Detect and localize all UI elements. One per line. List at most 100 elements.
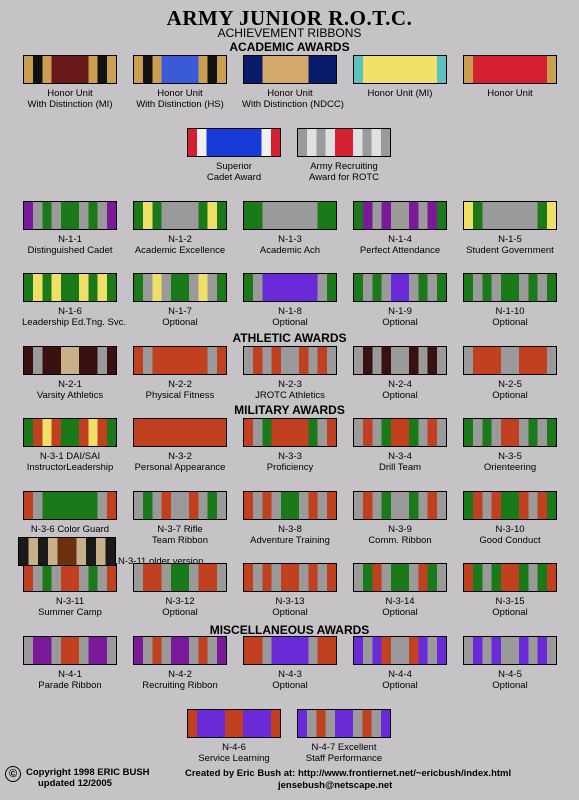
ribbon-caption-line2: Optional [382,680,418,691]
ribbon-n-1-7: N-1-7 Optional [132,273,228,328]
ribbon-n-1-4: N-1-4 Perfect Attendance [352,201,448,256]
ribbon-caption: N-1-3 Academic Ach [242,234,338,256]
section-military-title: MILITARY AWARDS [234,403,345,417]
ribbon-caption-line2: Optional [492,317,528,328]
ribbon-honor-mi-distinction: Honor Unit With Distinction (MI) [22,55,118,110]
ribbon-swatch [353,418,447,447]
ribbon-caption-line2: Optional [272,680,308,691]
ribbon-caption-line1: N-1-9 [388,306,412,317]
ribbon-n-3-11: N-3-11 Summer Camp [22,563,118,618]
ribbon-n-4-6: N-4-6 Service Learning [186,709,282,764]
ribbon-swatch [463,418,557,447]
ribbon-caption-line1: N-3-2 [168,451,192,462]
ribbon-n-3-1: N-3-1 DAI/SAI InstructorLeadership [22,418,118,473]
ribbon-caption-line1: Honor Unit [487,88,533,99]
ribbon-caption-line1: N-1-6 [58,306,82,317]
ribbon-caption-line2: Academic Excellence [134,245,226,256]
ribbon-caption-line2: Optional [492,607,528,618]
ribbon-caption-line2: Optional [492,680,528,691]
ribbon-n-3-13: N-3-13 Optional [242,563,338,618]
ribbon-caption-line2: Physical Fitness [145,390,215,401]
ribbon-n-3-10: N-3-10 Good Conduct [462,491,558,546]
ribbon-n-1-10: N-1-10 Optional [462,273,558,328]
ribbon-swatch [353,563,447,592]
ribbon-swatch [133,563,227,592]
ribbon-caption-line2: Optional [162,607,198,618]
ribbon-caption-line1: N-2-3 [278,379,302,390]
ribbon-n-3-6: N-3-6 Color Guard [22,491,118,535]
ribbon-n-1-8: N-1-8 Optional [242,273,338,328]
ribbon-caption: N-1-9 Optional [352,306,448,328]
ribbon-swatch [133,636,227,665]
ribbon-swatch [133,418,227,447]
ribbon-caption: N-2-2 Physical Fitness [132,379,228,401]
ribbon-swatch [23,55,117,84]
ribbon-caption: N-1-4 Perfect Attendance [352,234,448,256]
ribbon-caption-line2: Perfect Attendance [359,245,441,256]
ribbon-n-3-7: N-3-7 Rifle Team Ribbon [132,491,228,546]
ribbon-n-3-14: N-3-14 Optional [352,563,448,618]
ribbon-caption: N-3-15 Optional [462,596,558,618]
ribbon-caption-line2: Drill Team [378,462,422,473]
ribbon-caption-line2: Optional [382,390,418,401]
ribbon-caption: N-3-14 Optional [352,596,448,618]
page-subtitle: ACHIEVEMENT RIBBONS [217,26,362,40]
ribbon-caption-line2: Optional [272,317,308,328]
ribbon-caption-line1: N-4-1 [58,669,82,680]
ribbon-swatch [463,491,557,520]
ribbon-caption-line2: Team Ribbon [152,535,208,546]
ribbon-n-2-3: N-2-3 JROTC Athletics [242,346,338,401]
ribbon-n-4-3: N-4-3 Optional [242,636,338,691]
ribbon-caption-line1: N-1-4 [388,234,412,245]
copyright-icon: © [5,766,21,782]
ribbon-caption-line2: Orienteering [483,462,537,473]
ribbon-caption-line1: Honor Unit [157,88,203,99]
ribbon-caption: N-3-6 Color Guard [22,524,118,535]
ribbon-caption-line2: Parade Ribbon [38,680,102,691]
ribbon-caption: N-2-5 Optional [462,379,558,401]
ribbon-caption-line2: Optional [272,607,308,618]
ribbon-caption-line2: Proficiency [266,462,314,473]
ribbon-caption-line2: Academic Ach [259,245,321,256]
ribbon-caption-line1: N-1-1 [58,234,82,245]
ribbon-caption-line1: N-1-7 [168,306,192,317]
copyright-line2: updated 12/2005 [38,778,112,789]
ribbon-swatch [297,709,391,738]
ribbon-caption: N-1-7 Optional [132,306,228,328]
ribbon-caption-line1: N-1-5 [498,234,522,245]
ribbon-caption-line2: With Distinction (HS) [136,99,224,110]
ribbon-caption: N-1-10 Optional [462,306,558,328]
ribbon-swatch [187,709,281,738]
ribbon-swatch [353,636,447,665]
ribbon-caption: N-4-1 Parade Ribbon [22,669,118,691]
ribbon-caption-line2: Recruiting Ribbon [142,680,218,691]
ribbon-swatch [133,491,227,520]
ribbon-caption-line1: Honor Unit [267,88,313,99]
ribbon-n-4-1: N-4-1 Parade Ribbon [22,636,118,691]
ribbon-swatch [463,201,557,230]
ribbon-caption-line1: N-4-5 [498,669,522,680]
ribbon-caption-line2: Leadership Ed.Tng. Svc. [22,317,127,328]
ribbon-n-4-2: N-4-2 Recruiting Ribbon [132,636,228,691]
ribbon-swatch [353,491,447,520]
ribbon-caption: N-1-5 Student Government [462,234,558,256]
ribbon-swatch [353,55,447,84]
ribbon-caption-line1: N-3-1 DAI/SAI [39,451,101,462]
ribbon-n-2-1: N-2-1 Varsity Athletics [22,346,118,401]
ribbon-caption: Honor Unit (MI) [352,88,448,99]
ribbon-caption-line1: N-3-11 [55,596,85,607]
ribbon-caption: N-3-5 Orienteering [462,451,558,473]
ribbon-caption-line1: N-2-5 [498,379,522,390]
ribbon-caption-line2: Good Conduct [479,535,541,546]
ribbon-caption-line2: JROTC Athletics [255,390,325,401]
ribbon-swatch [243,201,337,230]
ribbon-swatch [243,418,337,447]
ribbon-caption: N-1-1 Distinguished Cadet [22,234,118,256]
ribbon-caption-line1: N-3-10 [495,524,525,535]
copyright-line1: Copyright 1998 ERIC BUSH [26,767,150,778]
ribbon-superior-cadet: Superior Cadet Award [186,128,282,183]
ribbon-swatch [463,636,557,665]
ribbon-caption-line2: InstructorLeadership [26,462,114,473]
ribbon-caption-line2: Optional [162,317,198,328]
ribbon-swatch [243,636,337,665]
